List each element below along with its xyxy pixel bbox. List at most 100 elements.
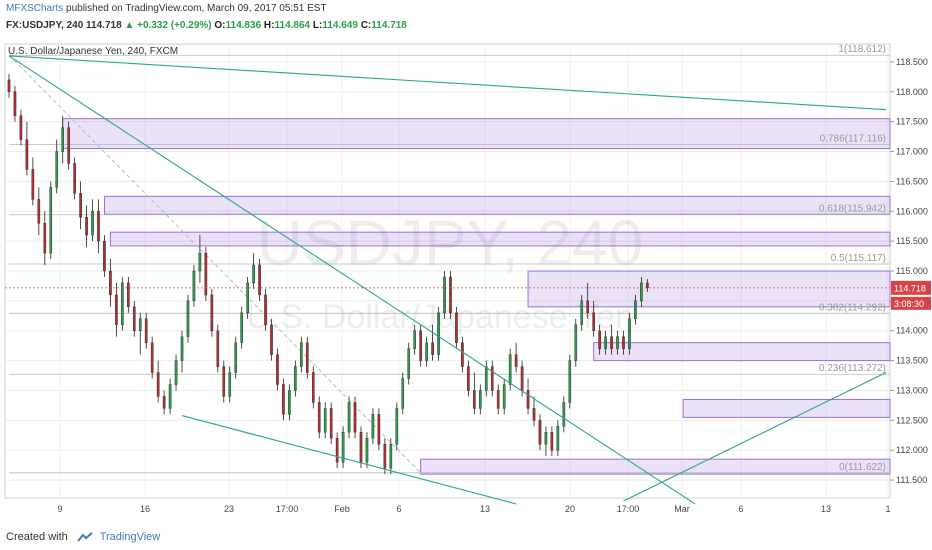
candle-body (228, 372, 232, 397)
candle-body (19, 115, 23, 140)
candle-body (401, 378, 405, 409)
candle-body (258, 264, 261, 296)
watermark-name: U.S. Dollar/Japanese Yen (246, 298, 633, 336)
tradingview-cloud-icon (77, 532, 93, 542)
publish-bar: MFXSCharts published on TradingView.com,… (0, 0, 932, 18)
candle-body (192, 270, 196, 302)
y-tick-label: 113.500 (896, 356, 928, 366)
candle-body (276, 354, 279, 385)
time-axis[interactable]: 9 16 23 17:00 Feb 6 13 20 17:00 Mar 6 13 1 (57, 504, 890, 514)
y-tick-label: 117.000 (896, 147, 928, 157)
candle-body (127, 282, 130, 308)
y-tick-label: 115.500 (896, 236, 928, 246)
trendline-descending-channel-top (8, 55, 696, 505)
candle-body (586, 300, 590, 314)
candle-body (467, 366, 470, 391)
price-chart[interactable]: USDJPY, 240 U.S. Dollar/Japanese Yen 1(1… (0, 40, 932, 522)
fib-label: 0.236(113.272) (819, 363, 886, 374)
candle-body (616, 336, 619, 349)
x-tick-label: 1 (885, 504, 890, 514)
candle-body (282, 384, 285, 415)
candle-body (461, 342, 464, 367)
candle-body (532, 408, 536, 421)
x-tick-label: 13 (480, 504, 490, 514)
candle-body (479, 390, 482, 409)
tradingview-link[interactable]: TradingView (99, 531, 161, 543)
candle-body (168, 384, 172, 409)
y-tick-label: 118.000 (896, 87, 928, 97)
candle-body (634, 300, 637, 319)
candle-body (174, 360, 178, 385)
candle-body (31, 169, 35, 200)
candle-body (79, 193, 82, 218)
candle-body (407, 348, 411, 379)
candle-body (329, 408, 333, 439)
publisher-link[interactable]: MFXSCharts (6, 3, 64, 14)
low-label: L: (312, 20, 323, 31)
fib-label: 0.618(115.942) (819, 204, 886, 215)
fib-label: 0.382(114.292) (819, 302, 886, 313)
candle-body (347, 402, 351, 433)
candle-body (604, 336, 607, 349)
y-tick-label: 113.000 (896, 385, 928, 395)
candle-body (252, 264, 255, 284)
candle-body (556, 426, 560, 451)
candle-body (526, 390, 530, 409)
y-tick-label: 116.500 (896, 176, 928, 186)
grid (4, 43, 891, 499)
y-tick-label: 112.000 (896, 445, 928, 455)
y-tick-label: 111.500 (896, 475, 927, 485)
x-tick-label: 17:00 (617, 504, 640, 514)
fib-label: 1(118.612) (838, 44, 886, 55)
y-tick-label: 114.000 (896, 326, 928, 336)
fib-label: 0(111.622) (839, 462, 886, 473)
y-tick-label: 115.000 (896, 266, 928, 276)
x-tick-label: Mar (674, 504, 690, 514)
candle-body (186, 300, 190, 337)
footer: Created with TradingView (0, 524, 932, 550)
candle-body (138, 318, 142, 331)
candle-body (598, 330, 601, 349)
y-tick-label: 112.500 (896, 415, 928, 425)
candle-body (544, 432, 548, 445)
candle-body (132, 306, 136, 331)
candle-body (640, 282, 643, 302)
candle-body (103, 240, 106, 272)
zone-rect (593, 342, 891, 362)
zone-rect (103, 195, 891, 215)
ohlc-bar: FX:USDJPY, 240 114.718 ▲ +0.332 (+0.29%)… (0, 18, 932, 34)
zone-rect (420, 458, 891, 475)
y-tick-label: 118.500 (896, 57, 928, 67)
candle-body (443, 276, 446, 314)
open-label: O: (214, 20, 226, 31)
candle-body (156, 372, 160, 397)
zones (62, 118, 891, 475)
published-text: published on TradingView.com, March 09, … (66, 3, 327, 14)
price-axis[interactable]: 111.500 112.000 112.500 113.000 113.500 114.0… (5, 57, 931, 485)
candle-body (150, 342, 154, 373)
candle-body (365, 438, 369, 463)
candle-body (300, 342, 303, 367)
candle-body (216, 330, 220, 367)
candle-body (568, 360, 572, 403)
symbol-label[interactable]: FX:USDJPY, 240 (6, 20, 84, 31)
x-tick-label: 13 (821, 504, 831, 514)
candle-body (317, 402, 321, 433)
candle-body (210, 294, 214, 331)
candle-body (198, 252, 202, 272)
candle-body (144, 318, 148, 343)
created-with-text: Created with (6, 531, 68, 543)
candle-body (341, 432, 345, 463)
candle-body (25, 139, 29, 170)
x-tick-label: 9 (57, 504, 62, 514)
candle-body (520, 366, 524, 391)
candle-body (7, 79, 11, 92)
candle-body (359, 432, 363, 463)
candle-body (61, 127, 64, 152)
candle-body (240, 312, 243, 343)
x-tick-label: 20 (565, 504, 575, 514)
countdown-label: 3:08:30 (894, 299, 924, 309)
candle-body (305, 342, 309, 373)
candle-body (180, 336, 184, 361)
candle-body (473, 390, 476, 409)
